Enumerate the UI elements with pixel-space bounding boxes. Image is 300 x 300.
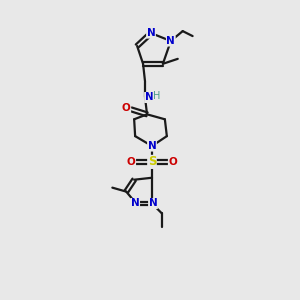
Text: N: N	[148, 199, 157, 208]
Text: N: N	[131, 199, 140, 208]
Text: O: O	[168, 157, 177, 167]
Text: N: N	[145, 92, 153, 103]
Text: N: N	[167, 36, 175, 46]
Text: H: H	[153, 91, 161, 100]
Text: N: N	[148, 141, 156, 151]
Text: S: S	[148, 155, 156, 168]
Text: O: O	[127, 157, 136, 167]
Text: O: O	[122, 103, 130, 113]
Text: N: N	[147, 28, 155, 38]
